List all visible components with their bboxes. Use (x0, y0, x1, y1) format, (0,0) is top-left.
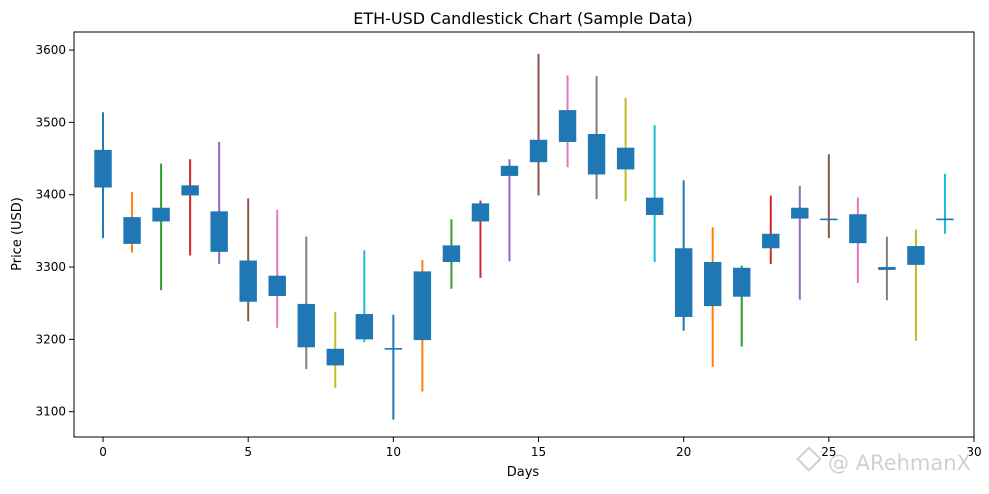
candle-body (94, 149, 112, 188)
candle-body (442, 245, 461, 262)
x-tick-label: 25 (821, 445, 836, 459)
x-tick-label: 15 (531, 445, 546, 459)
x-tick-label: 0 (99, 445, 107, 459)
candle-body (384, 348, 403, 350)
candle-body (704, 261, 722, 307)
candle-body (181, 185, 199, 196)
y-tick-label: 3300 (35, 260, 66, 274)
candle-body (907, 246, 925, 265)
candle-body (355, 314, 374, 340)
candle-body (297, 303, 315, 348)
candle-body (878, 267, 896, 270)
candle-body (762, 233, 780, 249)
candle-body (674, 248, 693, 317)
candle-body (733, 267, 751, 297)
candle-body (239, 260, 257, 302)
candle-body (123, 217, 141, 244)
diamond-logo-icon (796, 446, 822, 472)
y-tick-label: 3200 (35, 332, 66, 346)
x-tick-label: 10 (386, 445, 401, 459)
candle-body (558, 110, 577, 142)
candle-body (616, 147, 635, 170)
x-axis-label: Days (507, 465, 540, 480)
candles-layer (94, 53, 954, 420)
y-tick-label: 3500 (35, 115, 66, 129)
plot-frame (73, 31, 975, 438)
candle-body (936, 218, 954, 221)
candle-body (529, 139, 548, 163)
y-axis: 3100 3200 3300 3400 3500 3600 (35, 43, 74, 419)
candle-body (849, 214, 867, 244)
x-tick-label: 20 (676, 445, 691, 459)
y-axis-label: Price (USD) (10, 197, 25, 271)
candle-body (413, 271, 432, 341)
candle-body (471, 203, 490, 222)
x-tick-label: 5 (244, 445, 252, 459)
y-tick-label: 3600 (35, 43, 66, 57)
candle-body (152, 207, 170, 222)
candle-body (268, 275, 286, 296)
x-tick-label: 30 (966, 445, 981, 459)
candle-body (500, 165, 519, 176)
y-tick-label: 3100 (35, 405, 66, 419)
chart-title: ETH-USD Candlestick Chart (Sample Data) (353, 9, 693, 28)
candle-body (820, 218, 838, 221)
candle-body (326, 348, 344, 366)
candle-body (645, 197, 664, 215)
watermark-text: @ ARehmanX (828, 451, 971, 475)
watermark: @ ARehmanX (796, 446, 971, 475)
x-axis: 0 5 10 15 20 25 30 (99, 437, 982, 459)
y-tick-label: 3400 (35, 188, 66, 202)
candle-body (587, 133, 606, 175)
candle-body (210, 211, 228, 252)
candle-body (791, 207, 809, 219)
